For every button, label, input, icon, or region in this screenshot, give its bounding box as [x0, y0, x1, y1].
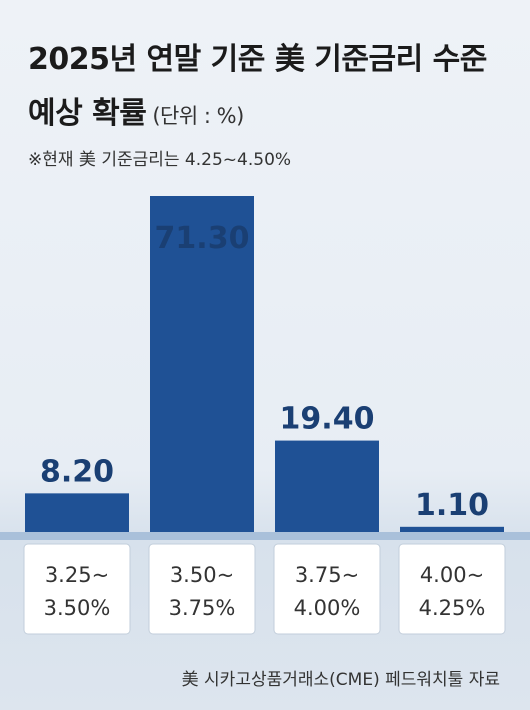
category-labels-group: 3.25~ 3.50% 3.50~ 3.75% 3.75~ 4.00% 4.00~ 4.25% — [23, 543, 506, 635]
bar-value-label-1: 8.20 — [40, 454, 114, 489]
bar-1 — [25, 493, 129, 532]
source-credit: 美 시카고상품거래소(CME) 페드워치툴 자료 — [181, 670, 500, 690]
bar-value-label-3: 19.40 — [280, 402, 375, 437]
category-box-3 — [273, 543, 381, 635]
bars-group: 8.20 71.30 19.40 1.10 — [25, 196, 504, 532]
unit-label: (단위 : %) — [152, 104, 244, 128]
category-label-2-line-1: 3.50~ — [170, 563, 234, 587]
category-box-1 — [23, 543, 131, 635]
chart-title-line1: 2025년 연말 기준 美 기준금리 수준 — [28, 42, 487, 77]
bar-3 — [275, 440, 379, 532]
category-box-4 — [398, 543, 506, 635]
category-label-2-line-2: 3.75% — [169, 596, 236, 620]
category-box-2 — [148, 543, 256, 635]
current-rate-note: ※현재 美 기준금리는 4.25~4.50% — [28, 150, 292, 170]
category-label-4-line-2: 4.25% — [419, 596, 486, 620]
bar-4 — [400, 526, 504, 532]
category-label-3-line-2: 4.00% — [294, 596, 361, 620]
baseline-band — [0, 532, 530, 540]
category-label-1-line-2: 3.50% — [44, 596, 111, 620]
chart-title-line2-text: 예상 확률 — [28, 96, 147, 131]
chart-title-line2: 예상 확률 (단위 : %) — [28, 88, 244, 132]
bar-2 — [150, 196, 254, 532]
category-label-1-line-1: 3.25~ — [45, 563, 109, 587]
category-label-4-line-1: 4.00~ — [420, 563, 484, 587]
bar-value-label-2: 71.30 — [155, 221, 250, 256]
bar-value-label-4: 1.10 — [415, 488, 489, 523]
category-label-3-line-1: 3.75~ — [295, 563, 359, 587]
